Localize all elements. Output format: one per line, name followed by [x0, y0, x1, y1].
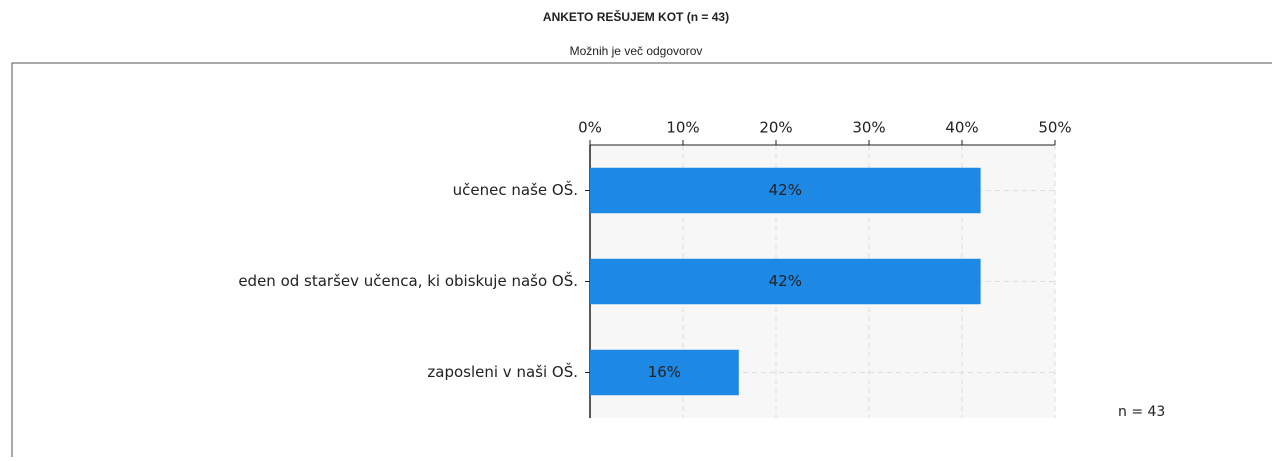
bar	[590, 167, 981, 214]
value-label: 42%	[769, 181, 802, 199]
frame	[11, 62, 1272, 457]
chart-subtitle: Možnih je več odgovorov	[570, 44, 703, 58]
x-tick-label: 40%	[945, 119, 978, 137]
annotation: n = 43	[1118, 404, 1165, 420]
chart-title: ANKETO REŠUJEM KOT (n = 43)	[543, 9, 729, 24]
x-tick-label: 20%	[759, 119, 792, 137]
x-tick-label: 10%	[666, 119, 699, 137]
x-tick-label: 0%	[578, 119, 602, 137]
y-tick-label: eden od staršev učenca, ki obiskuje našo…	[238, 271, 578, 290]
bar	[590, 349, 739, 396]
value-label: 16%	[648, 363, 681, 381]
y-tick-label: učenec naše OŠ.	[453, 180, 578, 199]
x-tick-label: 30%	[852, 119, 885, 137]
bar	[590, 258, 981, 305]
y-tick-label: zaposleni v naši OŠ.	[427, 362, 578, 381]
x-tick-label: 50%	[1038, 119, 1071, 137]
value-label: 42%	[769, 272, 802, 290]
